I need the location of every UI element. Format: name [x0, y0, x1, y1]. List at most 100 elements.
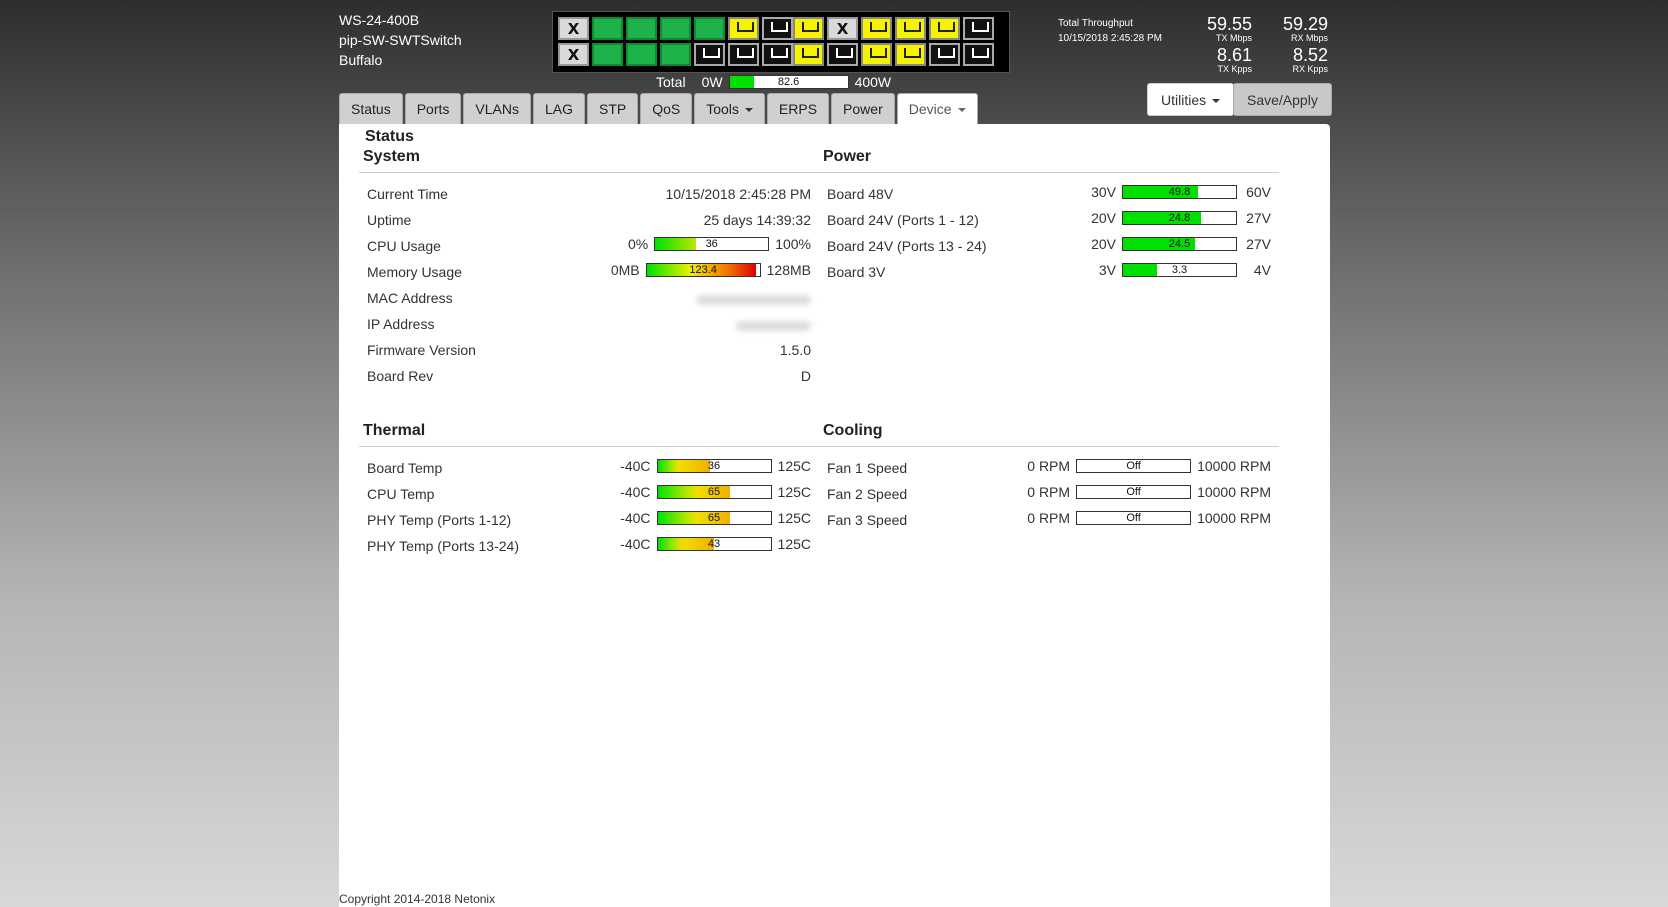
rx-mbps-unit: RX Mbps — [1290, 33, 1328, 43]
throughput-label: Total Throughput — [1058, 18, 1133, 29]
firmware-value: 1.5.0 — [779, 342, 811, 358]
thermal-row: CPU Temp -40C 65 125C — [359, 480, 819, 506]
port-yellow[interactable] — [793, 43, 824, 66]
mac-address-row: MAC Address — [359, 284, 819, 310]
tab-qos[interactable]: QoS — [640, 93, 693, 124]
cooling-gauge: 0 RPM Off 10000 RPM — [1027, 458, 1271, 474]
power-bar: 3.3 — [1122, 263, 1237, 277]
cooling-label: Fan 3 Speed — [827, 512, 908, 528]
power-total-label: Total — [656, 74, 686, 90]
cooling-max: 10000 RPM — [1197, 510, 1271, 526]
port-disabled[interactable]: X — [827, 17, 858, 40]
tab-tools[interactable]: Tools — [694, 93, 765, 124]
cooling-title: Cooling — [819, 422, 1279, 447]
page-title: Status — [365, 128, 414, 145]
power-bar: 24.5 — [1122, 237, 1237, 251]
power-gauge: 3V 3.3 4V — [1099, 262, 1271, 278]
tab-power[interactable]: Power — [831, 93, 895, 124]
tab-erps[interactable]: ERPS — [766, 93, 830, 124]
memory-usage-label: Memory Usage — [367, 264, 462, 280]
cooling-max: 10000 RPM — [1197, 458, 1271, 474]
power-panel: Power Board 48V 30V 49.8 60V Board 24V (Port… — [819, 148, 1279, 284]
port-yellow[interactable] — [895, 43, 926, 66]
power-title: Power — [819, 148, 1279, 173]
board-rev-label: Board Rev — [367, 368, 434, 384]
thermal-min: -40C — [620, 458, 651, 474]
port-black[interactable] — [762, 43, 793, 66]
device-hostname: pip-SW-SWTSwitch — [339, 32, 462, 48]
power-value: 49.8 — [1168, 186, 1191, 198]
power-total-bar: 82.6 — [728, 75, 849, 89]
power-value: 24.5 — [1168, 238, 1191, 250]
tx-kpps-unit: TX Kpps — [1217, 64, 1252, 74]
port-yellow[interactable] — [861, 43, 892, 66]
tab-label: QoS — [652, 101, 681, 117]
save-apply-button[interactable]: Save/Apply — [1233, 83, 1332, 116]
port-disabled[interactable]: X — [558, 17, 589, 40]
cpu-bar: 36 — [654, 237, 770, 251]
port-green[interactable] — [660, 17, 691, 40]
firmware-label: Firmware Version — [367, 342, 476, 358]
uptime-label: Uptime — [367, 212, 412, 228]
thermal-bar: 65 — [656, 511, 772, 525]
port-green[interactable] — [592, 43, 623, 66]
tx-kpps: 8.61 TX Kpps — [1190, 46, 1252, 74]
tab-vlans[interactable]: VLANs — [463, 93, 531, 124]
tab-device[interactable]: Device — [896, 93, 978, 124]
thermal-label: Board Temp — [367, 460, 443, 476]
port-yellow[interactable] — [728, 17, 759, 40]
thermal-bar: 36 — [656, 459, 772, 473]
port-yellow[interactable] — [793, 17, 824, 40]
port-disabled[interactable]: X — [558, 43, 589, 66]
tab-label: Ports — [416, 101, 450, 117]
thermal-fill — [657, 460, 710, 472]
port-black[interactable] — [963, 17, 994, 40]
port-yellow[interactable] — [895, 17, 926, 40]
tab-stp[interactable]: STP — [586, 93, 639, 124]
system-title: System — [359, 148, 819, 173]
port-green[interactable] — [592, 17, 623, 40]
port-black[interactable] — [694, 43, 725, 66]
ip-address-value-redacted — [736, 318, 811, 334]
power-row: Board 48V 30V 49.8 60V — [819, 180, 1279, 206]
memory-usage-gauge: 0MB 123.4 128MB — [611, 262, 811, 278]
power-label: Board 24V (Ports 13 - 24) — [827, 238, 987, 254]
cooling-min: 0 RPM — [1027, 510, 1071, 526]
tab-lag[interactable]: LAG — [532, 93, 585, 124]
port-green[interactable] — [660, 43, 691, 66]
port-black[interactable] — [827, 43, 858, 66]
port-yellow[interactable] — [861, 17, 892, 40]
port-black[interactable] — [762, 17, 793, 40]
port-green[interactable] — [626, 43, 657, 66]
cpu-value: 36 — [705, 238, 718, 250]
utilities-button[interactable]: Utilities — [1147, 83, 1235, 116]
thermal-label: PHY Temp (Ports 1-12) — [367, 512, 512, 528]
thermal-gauge: -40C 65 125C — [620, 484, 811, 500]
tab-label: VLANs — [475, 101, 519, 117]
port-green[interactable] — [626, 17, 657, 40]
power-gauge: 30V 49.8 60V — [1091, 184, 1271, 200]
thermal-value: 43 — [707, 538, 721, 550]
power-fill — [1123, 264, 1157, 276]
power-min: 20V — [1091, 236, 1116, 252]
power-label: Board 48V — [827, 186, 894, 202]
port-green[interactable] — [694, 17, 725, 40]
memory-max: 128MB — [766, 262, 811, 278]
power-min: 3V — [1098, 262, 1116, 278]
port-black[interactable] — [929, 43, 960, 66]
cpu-max: 100% — [775, 236, 811, 252]
memory-min: 0MB — [610, 262, 640, 278]
port-black[interactable] — [728, 43, 759, 66]
thermal-max: 125C — [777, 458, 811, 474]
power-label: Board 24V (Ports 1 - 12) — [827, 212, 979, 228]
port-black[interactable] — [963, 43, 994, 66]
thermal-row: PHY Temp (Ports 13-24) -40C 43 125C — [359, 532, 819, 558]
port-yellow[interactable] — [929, 17, 960, 40]
tab-status[interactable]: Status — [339, 93, 403, 124]
current-time-value: 10/15/2018 2:45:28 PM — [665, 186, 811, 202]
save-apply-label: Save/Apply — [1247, 92, 1318, 108]
thermal-gauge: -40C 36 125C — [620, 458, 811, 474]
cooling-bar: Off — [1076, 511, 1192, 525]
tab-ports[interactable]: Ports — [404, 93, 462, 124]
chevron-down-icon — [1212, 99, 1221, 104]
